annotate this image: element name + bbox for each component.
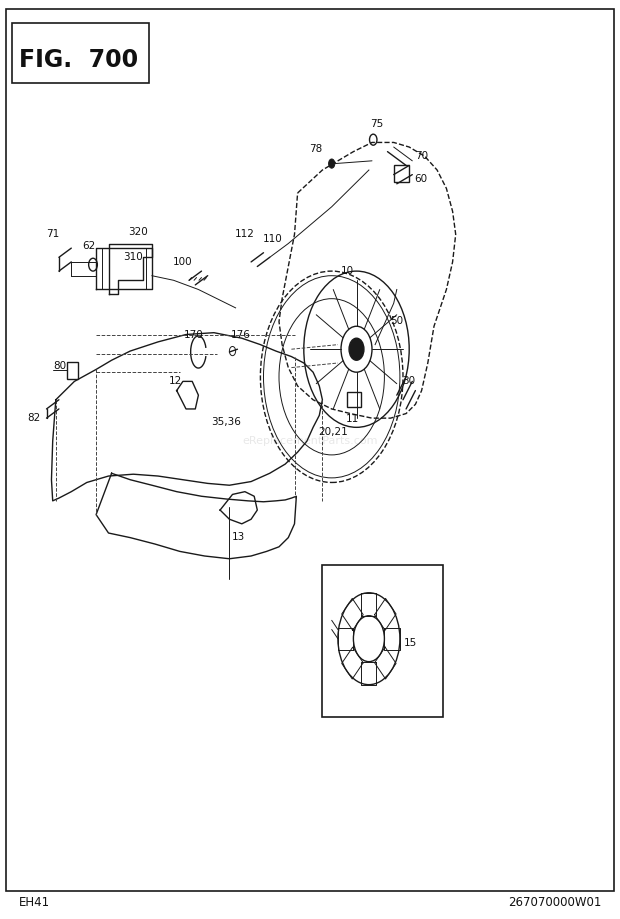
- Text: 267070000W01: 267070000W01: [508, 896, 601, 909]
- Text: FIG.  700: FIG. 700: [19, 48, 138, 72]
- Text: 15: 15: [404, 638, 417, 648]
- Text: 50: 50: [390, 316, 404, 326]
- Bar: [322, 565, 443, 717]
- Text: 62: 62: [82, 241, 95, 251]
- Text: eReplacementParts.com: eReplacementParts.com: [242, 437, 378, 446]
- Bar: [67, 362, 78, 379]
- Text: 170: 170: [184, 330, 204, 340]
- Text: 310: 310: [123, 252, 143, 262]
- Text: 78: 78: [309, 144, 323, 154]
- Bar: [347, 392, 361, 407]
- Text: 10: 10: [340, 266, 354, 276]
- Bar: [12, 23, 149, 83]
- Text: 70: 70: [415, 151, 428, 161]
- Text: 110: 110: [263, 233, 283, 244]
- Text: 20,21: 20,21: [319, 426, 348, 437]
- Circle shape: [349, 338, 364, 360]
- Text: 71: 71: [46, 229, 60, 239]
- Text: 112: 112: [235, 229, 255, 239]
- Text: EH41: EH41: [19, 896, 50, 909]
- Circle shape: [329, 159, 335, 168]
- Text: 80: 80: [53, 361, 67, 371]
- Text: 176: 176: [231, 330, 250, 340]
- Text: 320: 320: [128, 227, 148, 237]
- Text: 60: 60: [414, 174, 427, 184]
- Text: 35,36: 35,36: [211, 417, 241, 427]
- Text: 30: 30: [402, 376, 416, 386]
- Text: 12: 12: [169, 376, 182, 386]
- Text: 13: 13: [232, 532, 246, 542]
- Text: 75: 75: [370, 119, 383, 129]
- Bar: [394, 165, 409, 182]
- Text: 11: 11: [346, 414, 360, 424]
- Text: 100: 100: [173, 256, 193, 267]
- Text: 82: 82: [27, 413, 41, 423]
